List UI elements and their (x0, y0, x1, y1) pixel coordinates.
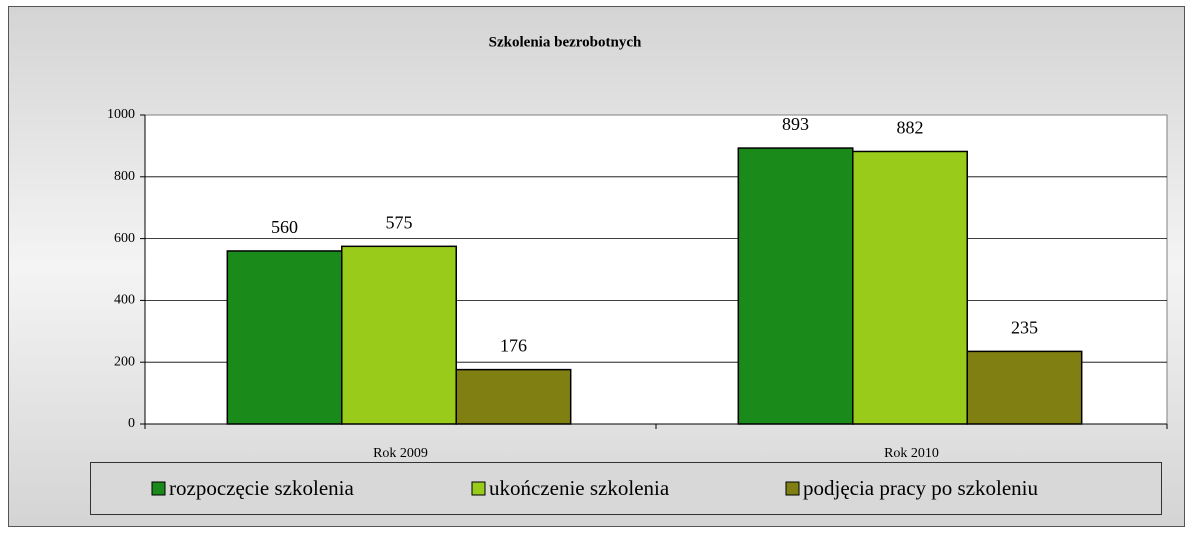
y-tick-label: 800 (114, 169, 135, 184)
y-tick-label: 600 (114, 231, 135, 246)
legend-box (90, 462, 1162, 515)
bar (737, 147, 854, 425)
value-label: 176 (500, 336, 527, 356)
bar (852, 150, 968, 425)
chart-title: Szkolenia bezrobotnych (489, 34, 642, 50)
value-label: 575 (386, 212, 413, 232)
value-label: 882 (897, 118, 924, 138)
legend-swatch (471, 481, 486, 496)
x-tick-label: Rok 2009 (373, 446, 428, 461)
legend-label: rozpoczęcie szkolenia (169, 476, 354, 500)
bar (226, 250, 343, 425)
x-tick-label: Rok 2010 (884, 446, 939, 461)
y-tick-label: 200 (114, 354, 135, 369)
y-tick-label: 400 (114, 293, 135, 308)
bar (966, 350, 1083, 425)
value-label: 235 (1011, 318, 1038, 338)
legend-swatch (151, 481, 166, 496)
value-label: 893 (782, 114, 809, 134)
y-tick-label: 1000 (107, 107, 135, 122)
bar (455, 368, 572, 425)
legend-label: ukończenie szkolenia (489, 476, 670, 500)
legend-swatch (785, 481, 800, 496)
y-tick-label: 0 (128, 416, 135, 431)
value-label: 560 (271, 217, 298, 237)
bar (341, 245, 457, 425)
legend-label: podjęcia pracy po szkoleniu (803, 476, 1038, 500)
